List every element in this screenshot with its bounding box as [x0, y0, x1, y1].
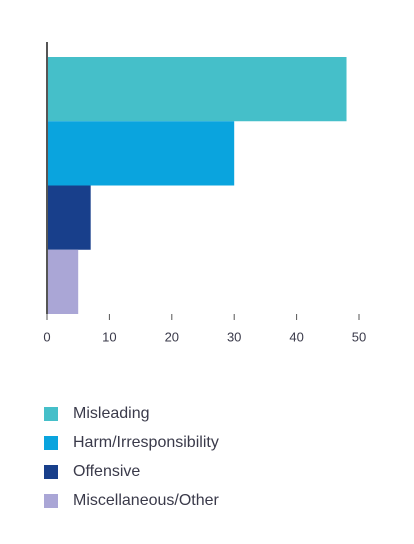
legend-label: Harm/Irresponsibility — [73, 434, 219, 451]
legend-swatch — [44, 407, 58, 421]
x-tick-label: 10 — [102, 329, 116, 344]
x-tick-label: 0 — [43, 329, 50, 344]
legend-label: Misleading — [73, 405, 149, 422]
legend-swatch — [44, 436, 58, 450]
legend-label: Miscellaneous/Other — [73, 492, 220, 509]
bar — [47, 185, 91, 250]
legend-swatch — [44, 494, 58, 508]
x-tick-label: 20 — [165, 329, 179, 344]
bar — [47, 249, 79, 314]
legend-swatch — [44, 465, 58, 479]
bar — [47, 121, 235, 186]
x-tick-label: 50 — [352, 329, 366, 344]
legend-label: Offensive — [73, 463, 140, 480]
x-tick-label: 40 — [289, 329, 303, 344]
x-tick-label: 30 — [227, 329, 241, 344]
bar — [47, 57, 347, 122]
